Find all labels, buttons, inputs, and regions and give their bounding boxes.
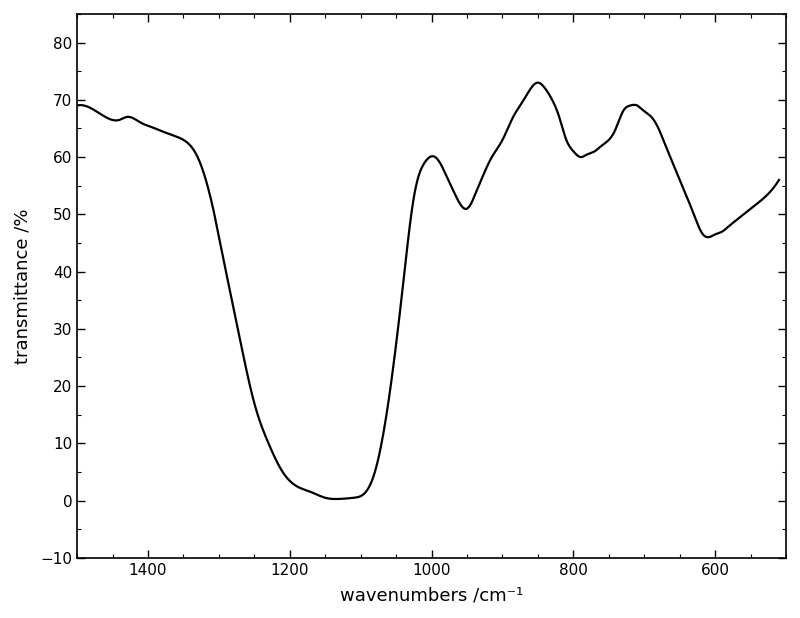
X-axis label: wavenumbers /cm⁻¹: wavenumbers /cm⁻¹ [340, 586, 523, 604]
Y-axis label: transmittance /%: transmittance /% [14, 208, 32, 363]
